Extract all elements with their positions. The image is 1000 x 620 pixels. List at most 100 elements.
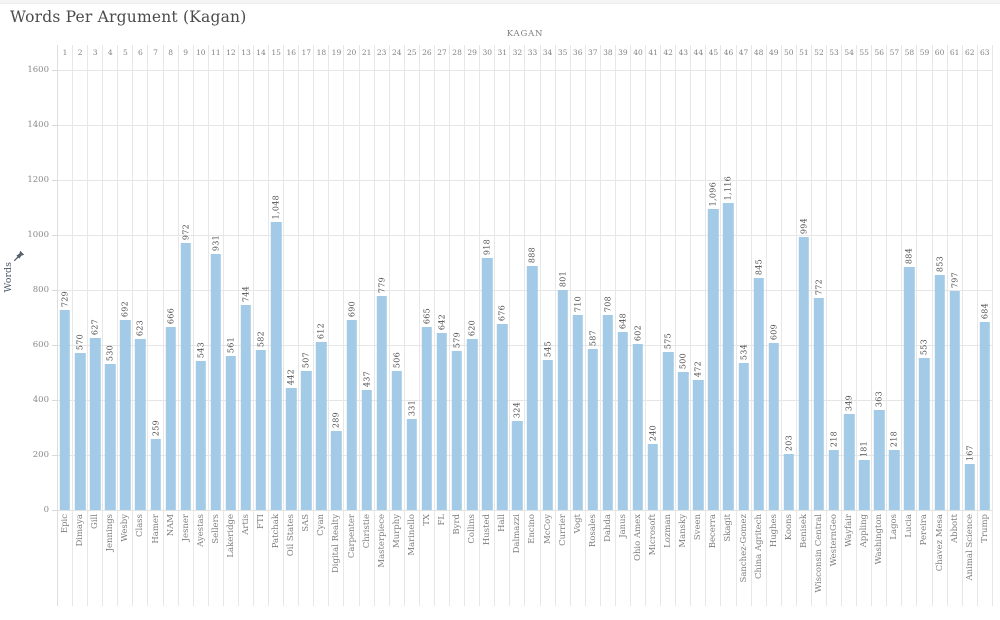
case-label[interactable]: FL	[436, 514, 447, 526]
bar[interactable]	[255, 350, 267, 510]
case-label[interactable]: Lozman	[663, 514, 674, 548]
case-label[interactable]: Jesner	[180, 514, 191, 542]
bar[interactable]	[391, 371, 402, 510]
case-label[interactable]: Dahda	[602, 514, 613, 542]
bar[interactable]	[346, 320, 357, 510]
case-label[interactable]: Murphy	[391, 514, 402, 548]
case-label[interactable]: Ohio Amex	[633, 514, 643, 562]
case-label[interactable]: Dimaya	[75, 514, 86, 547]
case-label[interactable]: Rosales	[587, 514, 598, 548]
bar[interactable]	[527, 266, 538, 510]
bar[interactable]	[89, 338, 101, 510]
case-label[interactable]: Wayfair	[844, 514, 855, 547]
bar[interactable]	[934, 275, 945, 510]
case-label[interactable]: Wisconsin Central	[813, 514, 824, 593]
bar[interactable]	[858, 460, 870, 510]
bar[interactable]	[210, 254, 222, 510]
bar[interactable]	[59, 310, 71, 510]
bar[interactable]	[451, 351, 463, 510]
bar[interactable]	[693, 380, 704, 510]
case-label[interactable]: Sellers	[210, 514, 221, 544]
bar[interactable]	[497, 324, 508, 510]
case-label[interactable]: TX	[421, 514, 432, 526]
case-label[interactable]: Abbott	[949, 514, 960, 543]
case-label[interactable]: Skagit	[723, 514, 734, 542]
case-label[interactable]: Washington	[874, 514, 885, 565]
bar[interactable]	[919, 358, 930, 510]
bar[interactable]	[964, 464, 975, 510]
bar[interactable]	[798, 237, 810, 510]
case-label[interactable]: Becerra	[708, 514, 719, 549]
bar[interactable]	[979, 322, 990, 510]
case-label[interactable]: Currier	[557, 514, 568, 546]
case-label[interactable]: Sveen	[693, 514, 704, 541]
bar[interactable]	[331, 431, 342, 510]
bar[interactable]	[587, 349, 598, 510]
case-label[interactable]: Lakeridge	[225, 514, 236, 558]
case-label[interactable]: Ayestas	[195, 514, 206, 547]
bar[interactable]	[105, 364, 116, 510]
bar[interactable]	[135, 339, 146, 510]
pushpin-icon[interactable]	[13, 250, 25, 262]
case-label[interactable]: Chavez Mesa	[934, 514, 945, 572]
case-label[interactable]: Christie	[361, 514, 372, 549]
bar[interactable]	[678, 372, 689, 510]
case-label[interactable]: Lagos	[889, 514, 900, 540]
bar[interactable]	[572, 315, 583, 510]
bar[interactable]	[120, 320, 131, 510]
case-label[interactable]: Byrd	[452, 514, 463, 535]
case-label[interactable]: Artis	[240, 514, 251, 535]
bar[interactable]	[904, 267, 915, 510]
case-label[interactable]: SAS	[301, 514, 312, 532]
bar[interactable]	[466, 339, 478, 510]
case-label[interactable]: Masterpiece	[376, 514, 387, 568]
case-label[interactable]: Collins	[467, 514, 478, 544]
case-label[interactable]: Cyan	[316, 514, 327, 536]
bar[interactable]	[708, 209, 719, 510]
bar[interactable]	[542, 360, 553, 510]
case-label[interactable]: Epic	[60, 514, 71, 534]
bar[interactable]	[270, 222, 282, 510]
bar[interactable]	[662, 352, 674, 510]
case-label[interactable]: Hughes	[768, 514, 779, 548]
bar[interactable]	[195, 361, 206, 510]
case-label[interactable]: Lucia	[904, 514, 915, 538]
case-label[interactable]: Digital Realty	[331, 514, 342, 574]
case-label[interactable]: Husted	[482, 514, 493, 546]
bar[interactable]	[783, 454, 794, 510]
case-label[interactable]: Gill	[90, 514, 101, 529]
bar[interactable]	[406, 419, 418, 510]
case-label[interactable]: Patchak	[271, 514, 282, 549]
bar[interactable]	[617, 332, 629, 510]
bar[interactable]	[301, 371, 312, 510]
bar[interactable]	[723, 203, 734, 510]
bar[interactable]	[647, 444, 659, 510]
case-label[interactable]: Vogt	[572, 514, 583, 534]
case-label[interactable]: Microsoft	[648, 514, 659, 556]
bar[interactable]	[361, 390, 372, 510]
bar[interactable]	[512, 421, 523, 510]
bar[interactable]	[813, 298, 825, 510]
case-label[interactable]: Animal Science	[964, 514, 975, 581]
case-label[interactable]: Mansky	[678, 514, 689, 548]
bar[interactable]	[165, 327, 176, 510]
bar[interactable]	[874, 410, 885, 510]
bar[interactable]	[316, 342, 327, 510]
bar[interactable]	[376, 296, 387, 510]
bar[interactable]	[753, 278, 764, 510]
bar[interactable]	[436, 333, 448, 510]
case-label[interactable]: Class	[135, 514, 146, 538]
case-label[interactable]: Janus	[617, 514, 628, 538]
case-label[interactable]: Koons	[783, 514, 794, 541]
bar[interactable]	[225, 356, 237, 510]
case-label[interactable]: NAM	[165, 514, 176, 537]
case-label[interactable]: Wesby	[120, 514, 131, 542]
bar[interactable]	[286, 388, 297, 510]
bar[interactable]	[150, 439, 161, 510]
bar[interactable]	[74, 353, 86, 510]
bar[interactable]	[738, 363, 749, 510]
bar[interactable]	[482, 258, 493, 510]
bar[interactable]	[557, 290, 568, 510]
case-label[interactable]: Encino	[527, 514, 538, 544]
case-label[interactable]: Benisek	[798, 514, 809, 549]
